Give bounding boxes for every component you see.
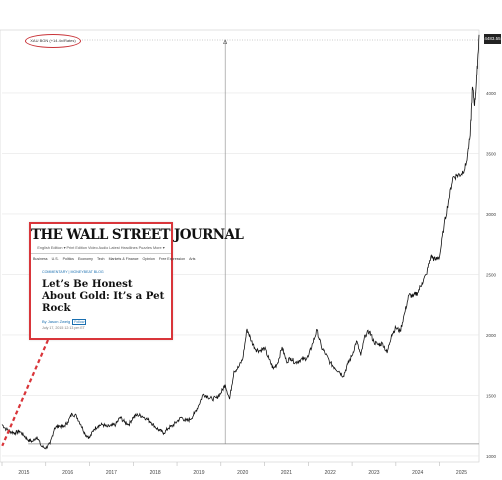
wsj-nav-bar: Business U.S. Politics Economy Tech Markets &… (31, 253, 195, 261)
x-tick-label: 2021 (281, 470, 292, 476)
wsj-section-label: COMMENTARY | MONEYBEAT BLOG (42, 270, 104, 274)
y-tick-label: 1000 (486, 454, 497, 459)
last-price-tag: 4483.55 (484, 34, 501, 44)
y-tick-label: 3500 (486, 151, 497, 156)
x-tick-label: 2015 (18, 470, 29, 476)
reference-lines: Δ (28, 39, 479, 445)
wsj-nav-item: Tech (96, 257, 105, 261)
wsj-author: By Jason Zweig (42, 319, 71, 324)
y-axis-tick-labels: 1000 1500 2000 2500 3000 3500 4000 (486, 91, 497, 459)
callout-dashed-line (1, 339, 50, 447)
legend-label: XAU BGN (+14.4x/Rates) (30, 38, 76, 43)
wsj-nav-item: Opinion (142, 257, 155, 261)
y-tick-label: 2000 (486, 333, 497, 338)
date-marker-symbol: Δ (223, 40, 227, 46)
wsj-masthead: THE WALL STREET JOURNAL (31, 227, 244, 243)
y-tick-label: 3000 (486, 212, 497, 217)
wsj-nav-item: Arts (189, 257, 196, 261)
x-tick-label: 2019 (193, 470, 204, 476)
wsj-nav-item: Business (33, 257, 48, 261)
x-tick-label: 2023 (368, 470, 379, 476)
y-tick-label: 1500 (486, 393, 497, 398)
wsj-edition-bar: English Edition ▾ Print Edition Video Au… (37, 246, 165, 250)
x-tick-label: 2022 (325, 470, 336, 476)
x-tick-label: 2020 (237, 470, 248, 476)
x-tick-label: 2016 (62, 470, 73, 476)
wsj-nav-item: Politics (62, 257, 74, 261)
y-tick-label: 4000 (486, 91, 497, 96)
legend-oval: XAU BGN (+14.4x/Rates) (25, 34, 81, 48)
wsj-nav-item: U.S. (51, 257, 59, 261)
wsj-date: July 17, 2015 12:13 pm ET (42, 326, 85, 330)
price-series-line (1, 34, 480, 450)
wsj-nav-item: Economy (77, 257, 93, 261)
x-tick-label: 2017 (106, 470, 117, 476)
x-tick-label: 2024 (412, 470, 423, 476)
wsj-nav-item: Free Expression (158, 257, 186, 261)
x-tick-label: 2025 (456, 470, 467, 476)
wsj-follow-button: Follow (72, 319, 87, 325)
y-tick-label: 2500 (486, 272, 497, 277)
x-tick-label: 2018 (150, 470, 161, 476)
wsj-nav-item: Markets & Finance (108, 257, 139, 261)
wsj-headline: Let’s Be Honest About Gold: It’s a Pet R… (42, 278, 165, 314)
x-axis-tick-labels: 2015 2016 2017 2018 2019 2020 2021 2022 2023 2024… (1, 462, 467, 476)
wsj-byline: By Jason Zweig Follow (42, 319, 171, 325)
wsj-article-inset: THE WALL STREET JOURNAL English Edition … (29, 222, 244, 340)
